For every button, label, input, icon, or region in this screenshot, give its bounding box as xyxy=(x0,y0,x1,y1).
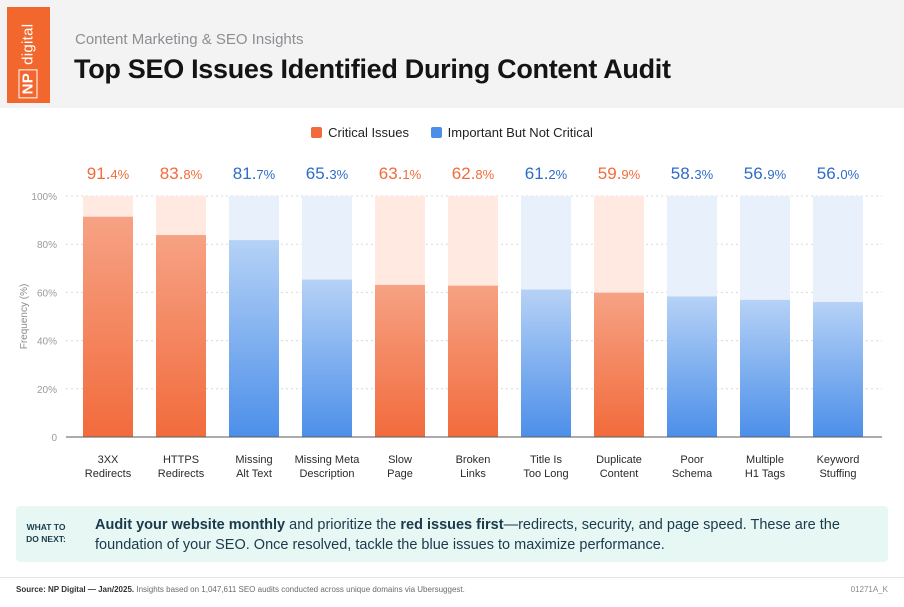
y-tick-label: 20% xyxy=(37,385,57,396)
x-tick-label: Slow xyxy=(388,454,412,466)
value-label: 58.3% xyxy=(671,164,714,183)
x-tick-label: 3XX xyxy=(98,454,119,466)
bar xyxy=(448,285,498,437)
x-tick-label: Alt Text xyxy=(236,468,272,480)
value-label: 63.1% xyxy=(379,164,422,183)
chart-legend: Critical Issues Important But Not Critic… xyxy=(0,125,904,141)
x-tick-label: Page xyxy=(387,468,413,480)
x-tick-label: Multiple xyxy=(746,454,784,466)
value-label: 83.8% xyxy=(160,164,203,183)
x-tick-label: Too Long xyxy=(523,468,568,480)
x-tick-label: Broken xyxy=(456,454,491,466)
x-tick-label: Content xyxy=(600,468,639,480)
footer: Source: NP Digital — Jan/2025. Insights … xyxy=(0,577,904,607)
legend-item-important: Important But Not Critical xyxy=(430,125,593,140)
value-label: 91.4% xyxy=(87,164,130,183)
y-tick-label: 0 xyxy=(51,433,57,444)
x-tick-label: Duplicate xyxy=(596,454,642,466)
value-label: 61.2% xyxy=(525,164,568,183)
bar xyxy=(375,284,425,437)
y-tick-label: 40% xyxy=(37,337,57,348)
x-tick-label: Keyword xyxy=(817,454,860,466)
legend-item-critical: Critical Issues xyxy=(311,125,409,140)
x-tick-label: Missing xyxy=(235,454,272,466)
value-label: 65.3% xyxy=(306,164,349,183)
callout-label: WHAT TO DO NEXT: xyxy=(26,522,66,544)
y-tick-label: 60% xyxy=(37,288,57,299)
page-subtitle: Content Marketing & SEO Insights xyxy=(75,31,304,48)
legend-label-important: Important But Not Critical xyxy=(447,125,593,140)
x-tick-label: Redirects xyxy=(85,468,132,480)
x-tick-label: Schema xyxy=(672,468,713,480)
value-label: 59.9% xyxy=(598,164,641,183)
x-tick-label: Title Is xyxy=(530,454,562,466)
bar xyxy=(302,279,352,437)
y-axis-label: Frequency (%) xyxy=(19,284,30,350)
bar xyxy=(740,299,790,437)
value-label: 62.8% xyxy=(452,164,495,183)
x-tick-label: Stuffing xyxy=(819,468,856,480)
bar xyxy=(521,289,571,437)
x-tick-label: H1 Tags xyxy=(745,468,786,480)
legend-label-critical: Critical Issues xyxy=(328,125,410,140)
legend-swatch-important xyxy=(430,127,442,138)
bar xyxy=(667,296,717,437)
value-label: 56.9% xyxy=(744,164,787,183)
header-band: NPdigital Content Marketing & SEO Insigh… xyxy=(0,0,904,108)
bar xyxy=(594,292,644,437)
x-tick-label: Description xyxy=(299,468,354,480)
page-title: Top SEO Issues Identified During Content… xyxy=(74,54,671,84)
bar xyxy=(229,240,279,437)
callout-text: Audit your website monthly and prioritiz… xyxy=(95,517,840,553)
chart-code: 01271A_K xyxy=(850,585,888,594)
logo-text: NPdigital xyxy=(18,24,38,99)
y-tick-label: 80% xyxy=(37,240,57,251)
x-tick-label: HTTPS xyxy=(163,454,199,466)
bar xyxy=(83,216,133,437)
bar-chart: 0 20% 40% 60% 80% 100% Frequency (%) 91.4% 3XX Re… xyxy=(19,164,882,480)
legend-swatch-critical xyxy=(311,127,323,138)
source-note: Source: NP Digital — Jan/2025. Insights … xyxy=(16,585,465,594)
bar xyxy=(813,302,863,437)
x-tick-label: Poor xyxy=(680,454,704,466)
x-tick-label: Links xyxy=(460,468,486,480)
bar xyxy=(156,235,206,437)
x-tick-label: Redirects xyxy=(158,468,205,480)
value-label: 81.7% xyxy=(233,164,276,183)
what-to-do-next-callout: WHAT TO DO NEXT: Audit your website mont… xyxy=(16,506,888,562)
y-tick-label: 100% xyxy=(31,192,57,203)
np-digital-logo: NPdigital xyxy=(7,7,50,103)
x-tick-label: Missing Meta xyxy=(295,454,361,466)
value-label: 56.0% xyxy=(817,164,860,183)
